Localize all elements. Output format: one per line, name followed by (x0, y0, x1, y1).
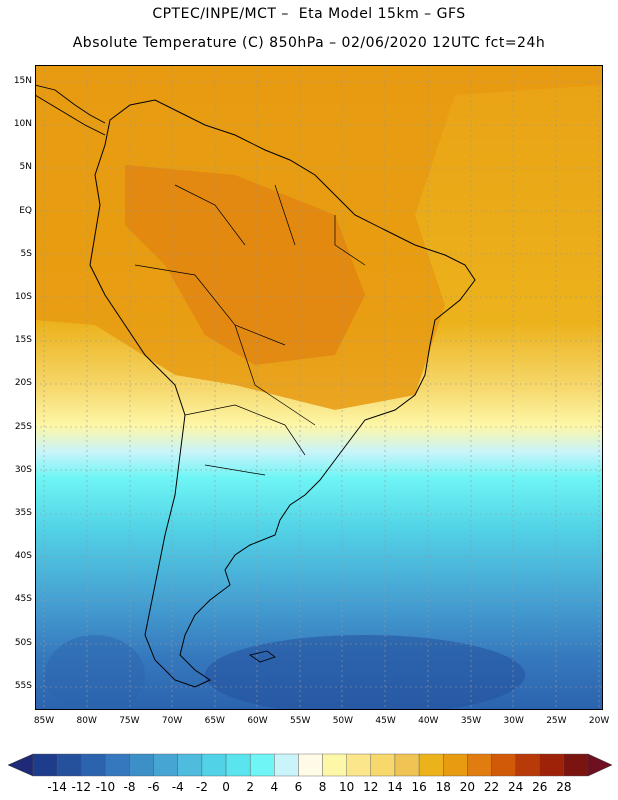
colorbar-tick-label: 0 (222, 780, 230, 794)
colorbar-tick-label: 16 (411, 780, 426, 794)
lat-label: 50S (14, 637, 32, 648)
colorbar-swatch (129, 753, 154, 777)
map-canvas (35, 65, 603, 710)
colorbar-tick-label: 8 (319, 780, 327, 794)
falkland-islands (249, 650, 276, 663)
colorbar-tick-label: -10 (96, 780, 116, 794)
colorbar-swatch (81, 753, 106, 777)
lat-label: 15N (13, 76, 32, 86)
colorbar-tick-label: 2 (246, 780, 254, 794)
colorbar-tick-label: -2 (196, 780, 208, 794)
lon-label: 35W (460, 716, 482, 726)
colorbar-swatch (491, 753, 516, 777)
colorbar-swatch (32, 753, 58, 777)
colorbar-swatch (274, 753, 299, 777)
colorbar-swatch (249, 753, 275, 777)
map-frame (35, 65, 603, 710)
colorbar-swatch (515, 753, 540, 777)
colorbar-under-arrow (7, 753, 34, 777)
colorbar-swatch (105, 753, 130, 777)
hot-zone (125, 165, 365, 365)
colorbar-swatch (298, 753, 323, 777)
colorbar-tick-label: 20 (460, 780, 475, 794)
lon-label: 20W (588, 716, 610, 726)
lat-label: 10N (13, 119, 32, 130)
colorbar-tick-label: 10 (339, 780, 354, 794)
colorbar-swatch (443, 753, 468, 777)
colorbar-tick-label: 24 (508, 780, 523, 794)
lat-label: 5N (19, 162, 32, 173)
colorbar-swatch (56, 753, 82, 777)
central-america-coastline (35, 84, 106, 136)
colorbar-tick-label: -4 (172, 780, 184, 794)
colorbar-swatch (370, 753, 396, 777)
lon-label: 70W (161, 716, 183, 726)
lon-label: 80W (76, 716, 97, 726)
lat-label: EQ (19, 205, 32, 216)
colorbar-tick-label: 22 (484, 780, 499, 794)
lat-label: 5S (20, 248, 32, 259)
colorbar-swatch (394, 753, 420, 777)
lon-label: 45W (375, 716, 396, 726)
lon-label: 75W (119, 716, 140, 726)
lon-label: 25W (546, 716, 567, 726)
colorbar-tick-label: 14 (387, 780, 402, 794)
lat-label: 45S (14, 594, 32, 605)
lon-label: 55W (290, 716, 311, 726)
lon-label: 65W (204, 716, 225, 726)
colorbar-swatch (418, 753, 444, 777)
colorbar-tick-label: -14 (47, 780, 67, 794)
colorbar-tick-label: 26 (532, 780, 547, 794)
colorbar-tick-label: 28 (556, 780, 571, 794)
colorbar-tick-label: 6 (295, 780, 303, 794)
colorbar-tick-label: 18 (436, 780, 451, 794)
colorbar-swatch (563, 753, 589, 777)
colorbar-tick-label: 4 (270, 780, 278, 794)
colorbar-swatch (467, 753, 492, 777)
lon-label: 50W (332, 716, 354, 726)
country-borders (134, 184, 366, 476)
colorbar-tick-label: -12 (71, 780, 91, 794)
lat-label: 15S (14, 335, 32, 346)
cold-core-south (205, 635, 525, 710)
colorbar-swatch (201, 753, 227, 777)
colorbar-swatch (322, 753, 347, 777)
colorbar-swatch (177, 753, 203, 777)
temperature-colorbar: -14 -12 -10 -8 -6 -4 -2 0 2 4 6 8 10 12 14 16 18 20 22 24 26… (7, 753, 613, 794)
lat-label: 10S (14, 292, 32, 302)
lat-label: 30S (14, 464, 32, 475)
lat-label: 20S (14, 378, 32, 389)
colorbar-swatch (153, 753, 178, 777)
lat-label: 55S (14, 680, 32, 691)
colorbar-tick-label: -8 (124, 780, 136, 794)
colorbar-swatch (346, 753, 372, 777)
map-title-line2: Absolute Temperature (C) 850hPa – 02/06/… (72, 35, 546, 51)
colorbar-swatch (539, 753, 565, 777)
temperature-map (35, 65, 603, 710)
lat-label: 35S (14, 508, 32, 518)
colorbar-tick-label: 12 (363, 780, 378, 794)
lon-label: 85W (33, 716, 55, 726)
colorbar-over-arrow (587, 753, 613, 777)
lon-label: 30W (503, 716, 524, 726)
lon-label: 60W (247, 716, 268, 726)
lat-label: 40S (14, 551, 32, 562)
map-title-line1: CPTEC/INPE/MCT – Eta Model 15km – GFS (152, 6, 466, 22)
colorbar-swatch (225, 753, 251, 777)
colorbar-tick-label: -6 (148, 780, 160, 794)
lat-label: 25S (14, 421, 32, 432)
lon-label: 40W (418, 716, 439, 726)
cold-core-southwest (45, 635, 145, 710)
